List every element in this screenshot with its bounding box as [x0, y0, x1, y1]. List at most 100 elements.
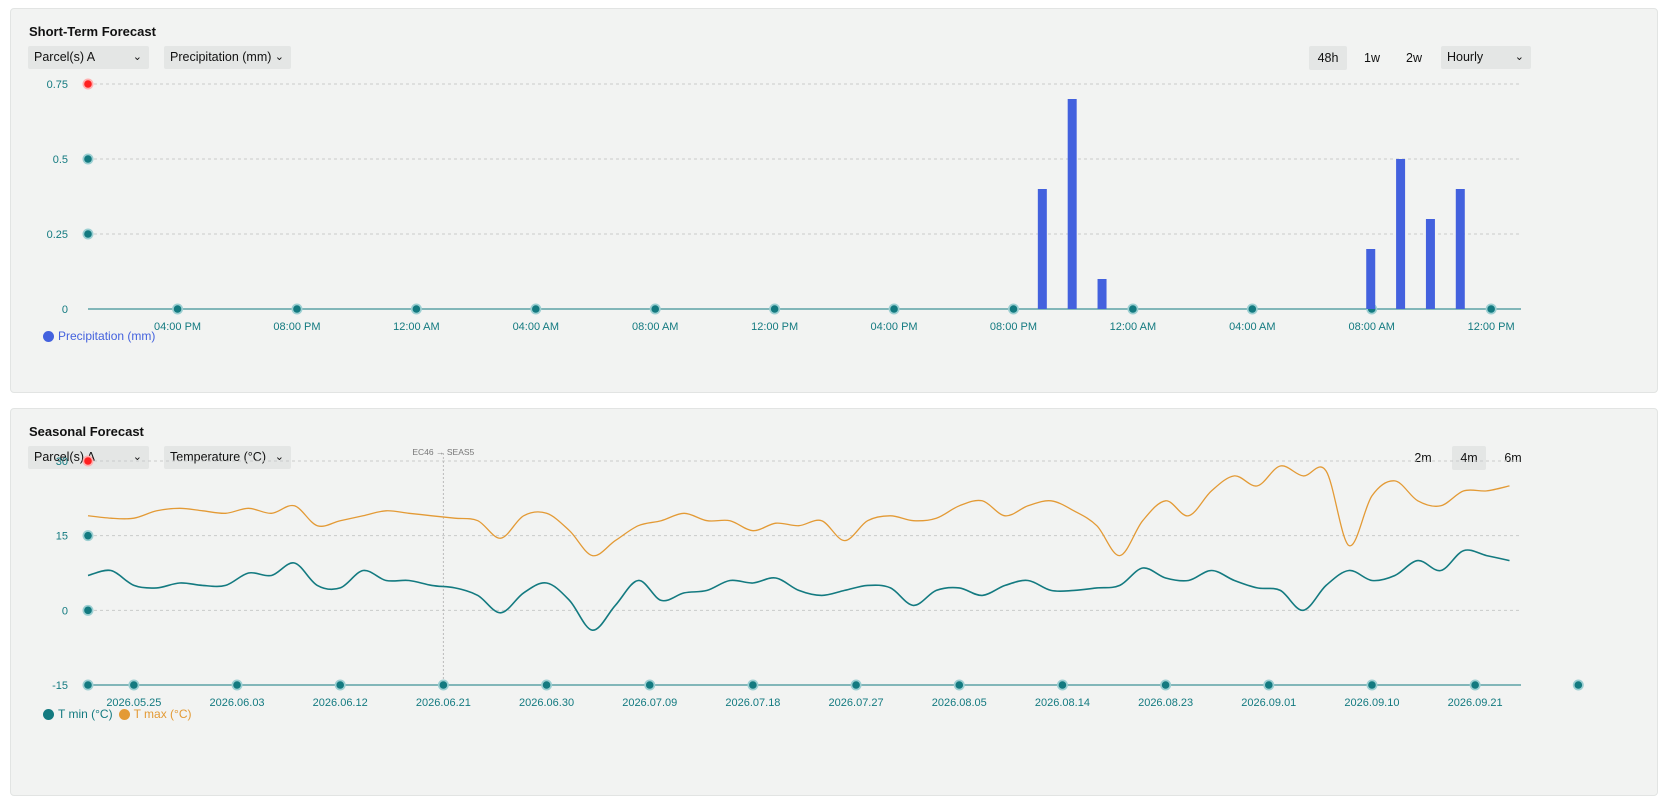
x-tick-dot [293, 305, 301, 313]
y-tick-dot [84, 230, 92, 238]
se-legend: T min (°C) T max (°C) [43, 707, 192, 721]
y-tick-dot [84, 80, 92, 88]
se-variable-select[interactable]: Temperature (°C) ⌄ [164, 446, 291, 469]
precipitation-bar [1067, 99, 1077, 309]
x-tick-label: 2026.07.09 [622, 697, 677, 709]
short-term-forecast-panel: Short-Term Forecast Parcel(s) A ⌄ Precip… [10, 8, 1658, 393]
chevron-down-icon: ⌄ [132, 51, 142, 63]
x-tick-label: 04:00 AM [513, 321, 559, 333]
y-tick-label: -15 [52, 680, 68, 692]
y-tick-dot [84, 155, 92, 163]
chevron-down-icon: ⌄ [132, 451, 142, 463]
x-tick-dot [749, 681, 757, 689]
x-tick-label: 04:00 AM [1229, 321, 1275, 333]
st-range-1w-button[interactable]: 1w [1364, 51, 1380, 65]
y-tick-label: 0.5 [53, 154, 68, 166]
x-tick-dot [1487, 305, 1495, 313]
precipitation-chart: 0 0.25 0.5 0.75 04:00 PM 08:00 PM 12:00 AM 04:0… [47, 78, 1521, 333]
y-tick-dot [84, 531, 92, 540]
x-tick-label: 12:00 PM [751, 321, 798, 333]
x-tick-dot [173, 305, 182, 313]
legend-tmin-dot [43, 708, 54, 720]
y-tick-dot [84, 457, 92, 465]
st-range-48h-button[interactable]: 48h [1309, 46, 1347, 70]
y-tick-label: 0 [62, 605, 68, 617]
precipitation-bar [1425, 219, 1435, 309]
x-tick-label: 2026.06.12 [313, 697, 368, 709]
x-tick-dot [1574, 681, 1583, 689]
precipitation-bar [1366, 249, 1376, 309]
legend-tmax-dot [118, 708, 130, 720]
st-variable-select-value: Precipitation (mm) [170, 50, 272, 64]
y-tick-label: 0.75 [47, 79, 68, 91]
x-tick-label: 2026.09.21 [1448, 697, 1503, 709]
x-tick-dot [1471, 681, 1479, 689]
x-tick-dot [130, 681, 138, 689]
x-tick-label: 2026.09.01 [1241, 697, 1296, 709]
legend-precipitation[interactable]: Precipitation (mm) [43, 329, 155, 343]
legend-tmax[interactable]: T max (°C) [118, 707, 192, 721]
y-tick-label: 0.25 [47, 229, 68, 241]
chevron-down-icon: ⌄ [274, 51, 284, 63]
legend-tmax-label: T max (°C) [133, 707, 192, 721]
x-tick-dot [1058, 681, 1067, 689]
x-tick-label: 08:00 AM [1348, 321, 1394, 333]
legend-precipitation-label: Precipitation (mm) [58, 329, 156, 343]
x-tick-dot [532, 305, 540, 313]
x-tick-dot [770, 305, 779, 313]
x-tick-label: 2026.06.21 [416, 697, 471, 709]
x-tick-label: 2026.09.10 [1344, 697, 1399, 709]
x-tick-dot [1161, 681, 1170, 689]
model-switch-marker-label: EC46 → SEAS5 [412, 447, 474, 457]
x-tick-dot [1129, 305, 1137, 313]
st-parcel-select[interactable]: Parcel(s) A ⌄ [28, 46, 149, 69]
x-tick-label: 2026.08.05 [932, 697, 987, 709]
chevron-down-icon: ⌄ [274, 451, 284, 463]
x-tick-dot [1009, 305, 1018, 313]
x-tick-label: 2026.05.25 [106, 697, 161, 709]
x-tick-label: 2026.08.14 [1035, 697, 1090, 709]
y-tick-dot [84, 606, 92, 615]
x-tick-dot [336, 681, 345, 689]
y-tick-label: 15 [56, 531, 68, 543]
x-tick-dot [955, 681, 964, 689]
x-tick-label: 12:00 AM [393, 321, 439, 333]
y-tick-label: 0 [62, 304, 68, 316]
st-range-2w-button[interactable]: 2w [1406, 51, 1422, 65]
tmin-series-line [87, 549, 1510, 631]
st-parcel-select-value: Parcel(s) A [34, 50, 96, 64]
st-interval-select[interactable]: Hourly ⌄ [1441, 46, 1531, 69]
x-tick-label: 04:00 PM [154, 321, 201, 333]
x-tick-dot [890, 305, 898, 313]
legend-tmin[interactable]: T min (°C) [43, 707, 113, 721]
short-term-title: Short-Term Forecast [29, 24, 156, 39]
precipitation-bar [1097, 279, 1107, 309]
tmax-series-line [87, 465, 1510, 557]
y-tick-dot [84, 681, 92, 689]
x-tick-label: 2026.08.23 [1138, 697, 1193, 709]
x-tick-label: 04:00 PM [871, 321, 918, 333]
x-tick-dot [439, 681, 448, 689]
chevron-down-icon: ⌄ [1514, 51, 1524, 63]
x-tick-label: 2026.07.18 [725, 697, 780, 709]
x-tick-label: 12:00 AM [1110, 321, 1156, 333]
legend-tmin-label: T min (°C) [58, 707, 113, 721]
precipitation-bar [1037, 189, 1047, 309]
precipitation-bar [1396, 159, 1406, 309]
x-tick-dot [651, 305, 660, 313]
x-tick-dot [233, 681, 241, 689]
x-tick-dot [852, 681, 860, 689]
seasonal-title: Seasonal Forecast [29, 424, 144, 439]
x-tick-dot [1264, 681, 1273, 689]
x-tick-label: 2026.07.27 [829, 697, 884, 709]
st-variable-select[interactable]: Precipitation (mm) ⌄ [164, 46, 291, 69]
x-tick-label: 08:00 PM [990, 321, 1037, 333]
se-variable-select-value: Temperature (°C) [170, 450, 266, 464]
se-parcel-select-value: Parcel(s) A [34, 450, 96, 464]
st-legend: Precipitation (mm) [43, 329, 155, 343]
legend-precipitation-dot [43, 330, 54, 342]
x-tick-label: 2026.06.03 [210, 697, 265, 709]
x-tick-dot [412, 305, 421, 313]
x-tick-label: 08:00 PM [273, 321, 320, 333]
precipitation-bar [1455, 189, 1465, 309]
